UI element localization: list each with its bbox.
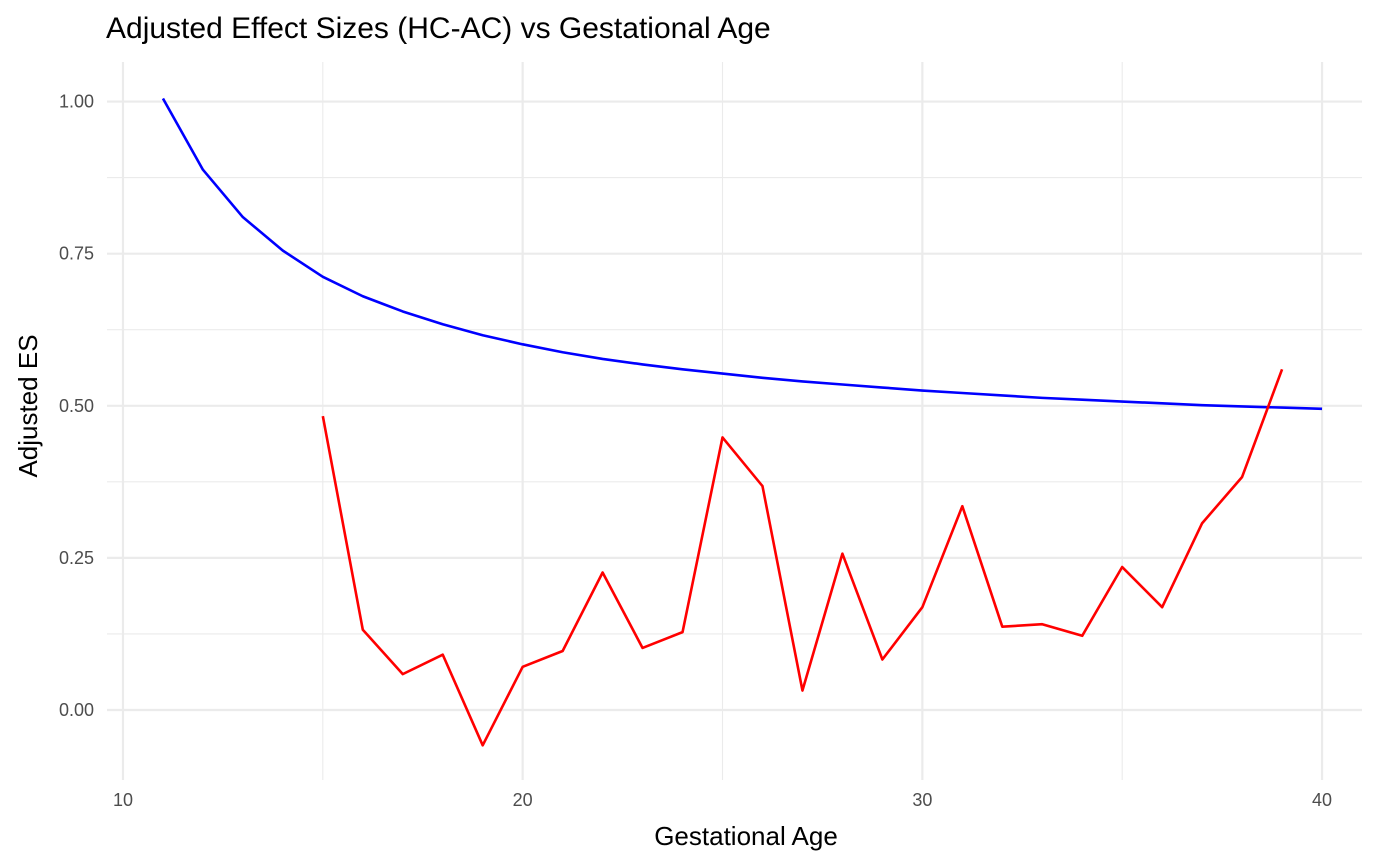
x-axis-title: Gestational Age	[654, 821, 838, 851]
y-tick-label: 0.75	[59, 244, 94, 264]
y-tick-label: 0.50	[59, 396, 94, 416]
y-tick-label: 0.25	[59, 548, 94, 568]
chart-title: Adjusted Effect Sizes (HC-AC) vs Gestati…	[106, 12, 771, 45]
y-axis-tick-labels: 0.00 0.25 0.50 0.75 1.00	[59, 92, 94, 720]
major-gridlines	[107, 62, 1362, 780]
x-tick-label: 40	[1312, 790, 1332, 810]
minor-gridlines	[107, 62, 1362, 780]
y-tick-label: 1.00	[59, 92, 94, 112]
series-lines	[161, 97, 1323, 747]
series-line-1	[161, 97, 1323, 411]
y-axis-title: Adjusted ES	[13, 334, 43, 477]
x-tick-label: 10	[113, 790, 133, 810]
y-tick-label: 0.00	[59, 700, 94, 720]
x-tick-label: 30	[912, 790, 932, 810]
series-line-2	[321, 368, 1284, 747]
x-axis-tick-labels: 10 20 30 40	[113, 790, 1332, 810]
x-tick-label: 20	[513, 790, 533, 810]
